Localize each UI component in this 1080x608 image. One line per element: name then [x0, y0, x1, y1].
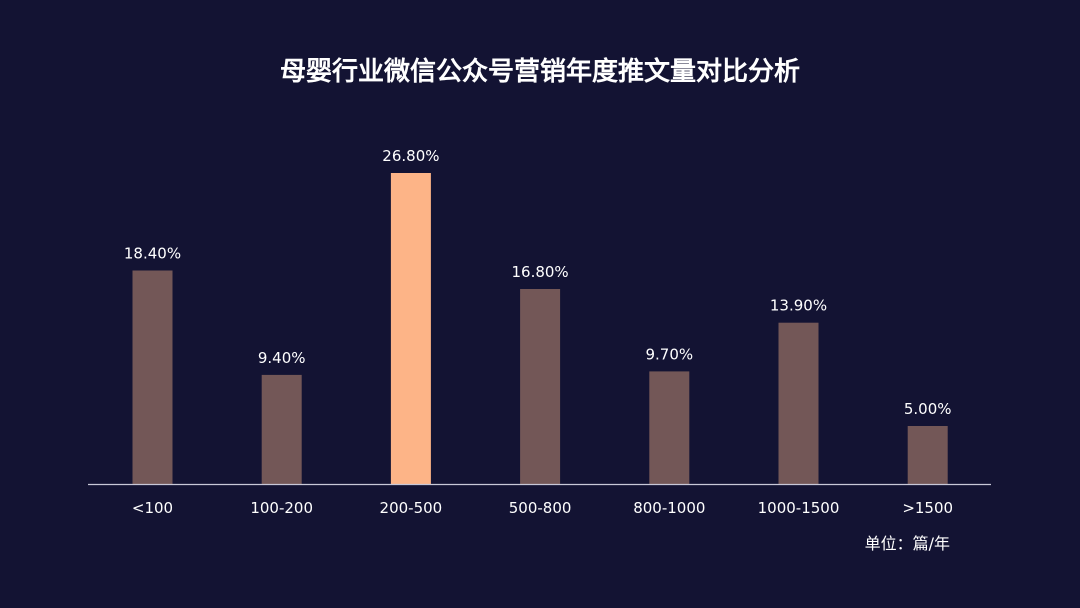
bars-group: [132, 173, 948, 484]
unit-label: 单位：篇/年: [865, 534, 950, 553]
bar-6: [907, 426, 948, 484]
bar-3: [520, 289, 561, 484]
bar-2: [390, 173, 431, 484]
bar-value-label-5: 13.90%: [770, 297, 827, 315]
bar-value-label-0: 18.40%: [124, 245, 181, 263]
x-tick-label-2: 200-500: [380, 499, 443, 517]
x-tick-label-3: 500-800: [509, 499, 572, 517]
x-tick-label-5: 1000-1500: [758, 499, 840, 517]
x-tick-label-6: >1500: [902, 499, 953, 517]
bar-5: [778, 322, 819, 484]
bar-value-label-2: 26.80%: [382, 147, 439, 165]
bar-value-label-6: 5.00%: [904, 400, 952, 418]
x-tick-label-4: 800-1000: [633, 499, 705, 517]
bar-4: [649, 371, 690, 484]
bar-value-label-3: 16.80%: [511, 263, 568, 281]
value-labels-group: 18.40% 9.40% 26.80% 16.80% 9.70% 13.90% 5.00%: [124, 147, 952, 418]
x-axis-tick-labels: <100 100-200 200-500 500-800 800-1000 1000-15…: [132, 499, 953, 517]
bar-value-label-1: 9.40%: [258, 349, 306, 367]
bar-0: [132, 270, 173, 484]
x-tick-label-0: <100: [132, 499, 173, 517]
x-tick-label-1: 100-200: [250, 499, 313, 517]
chart-title: 母婴行业微信公众号营销年度推文量对比分析: [280, 56, 800, 87]
bar-value-label-4: 9.70%: [645, 345, 693, 363]
bar-1: [261, 374, 302, 484]
